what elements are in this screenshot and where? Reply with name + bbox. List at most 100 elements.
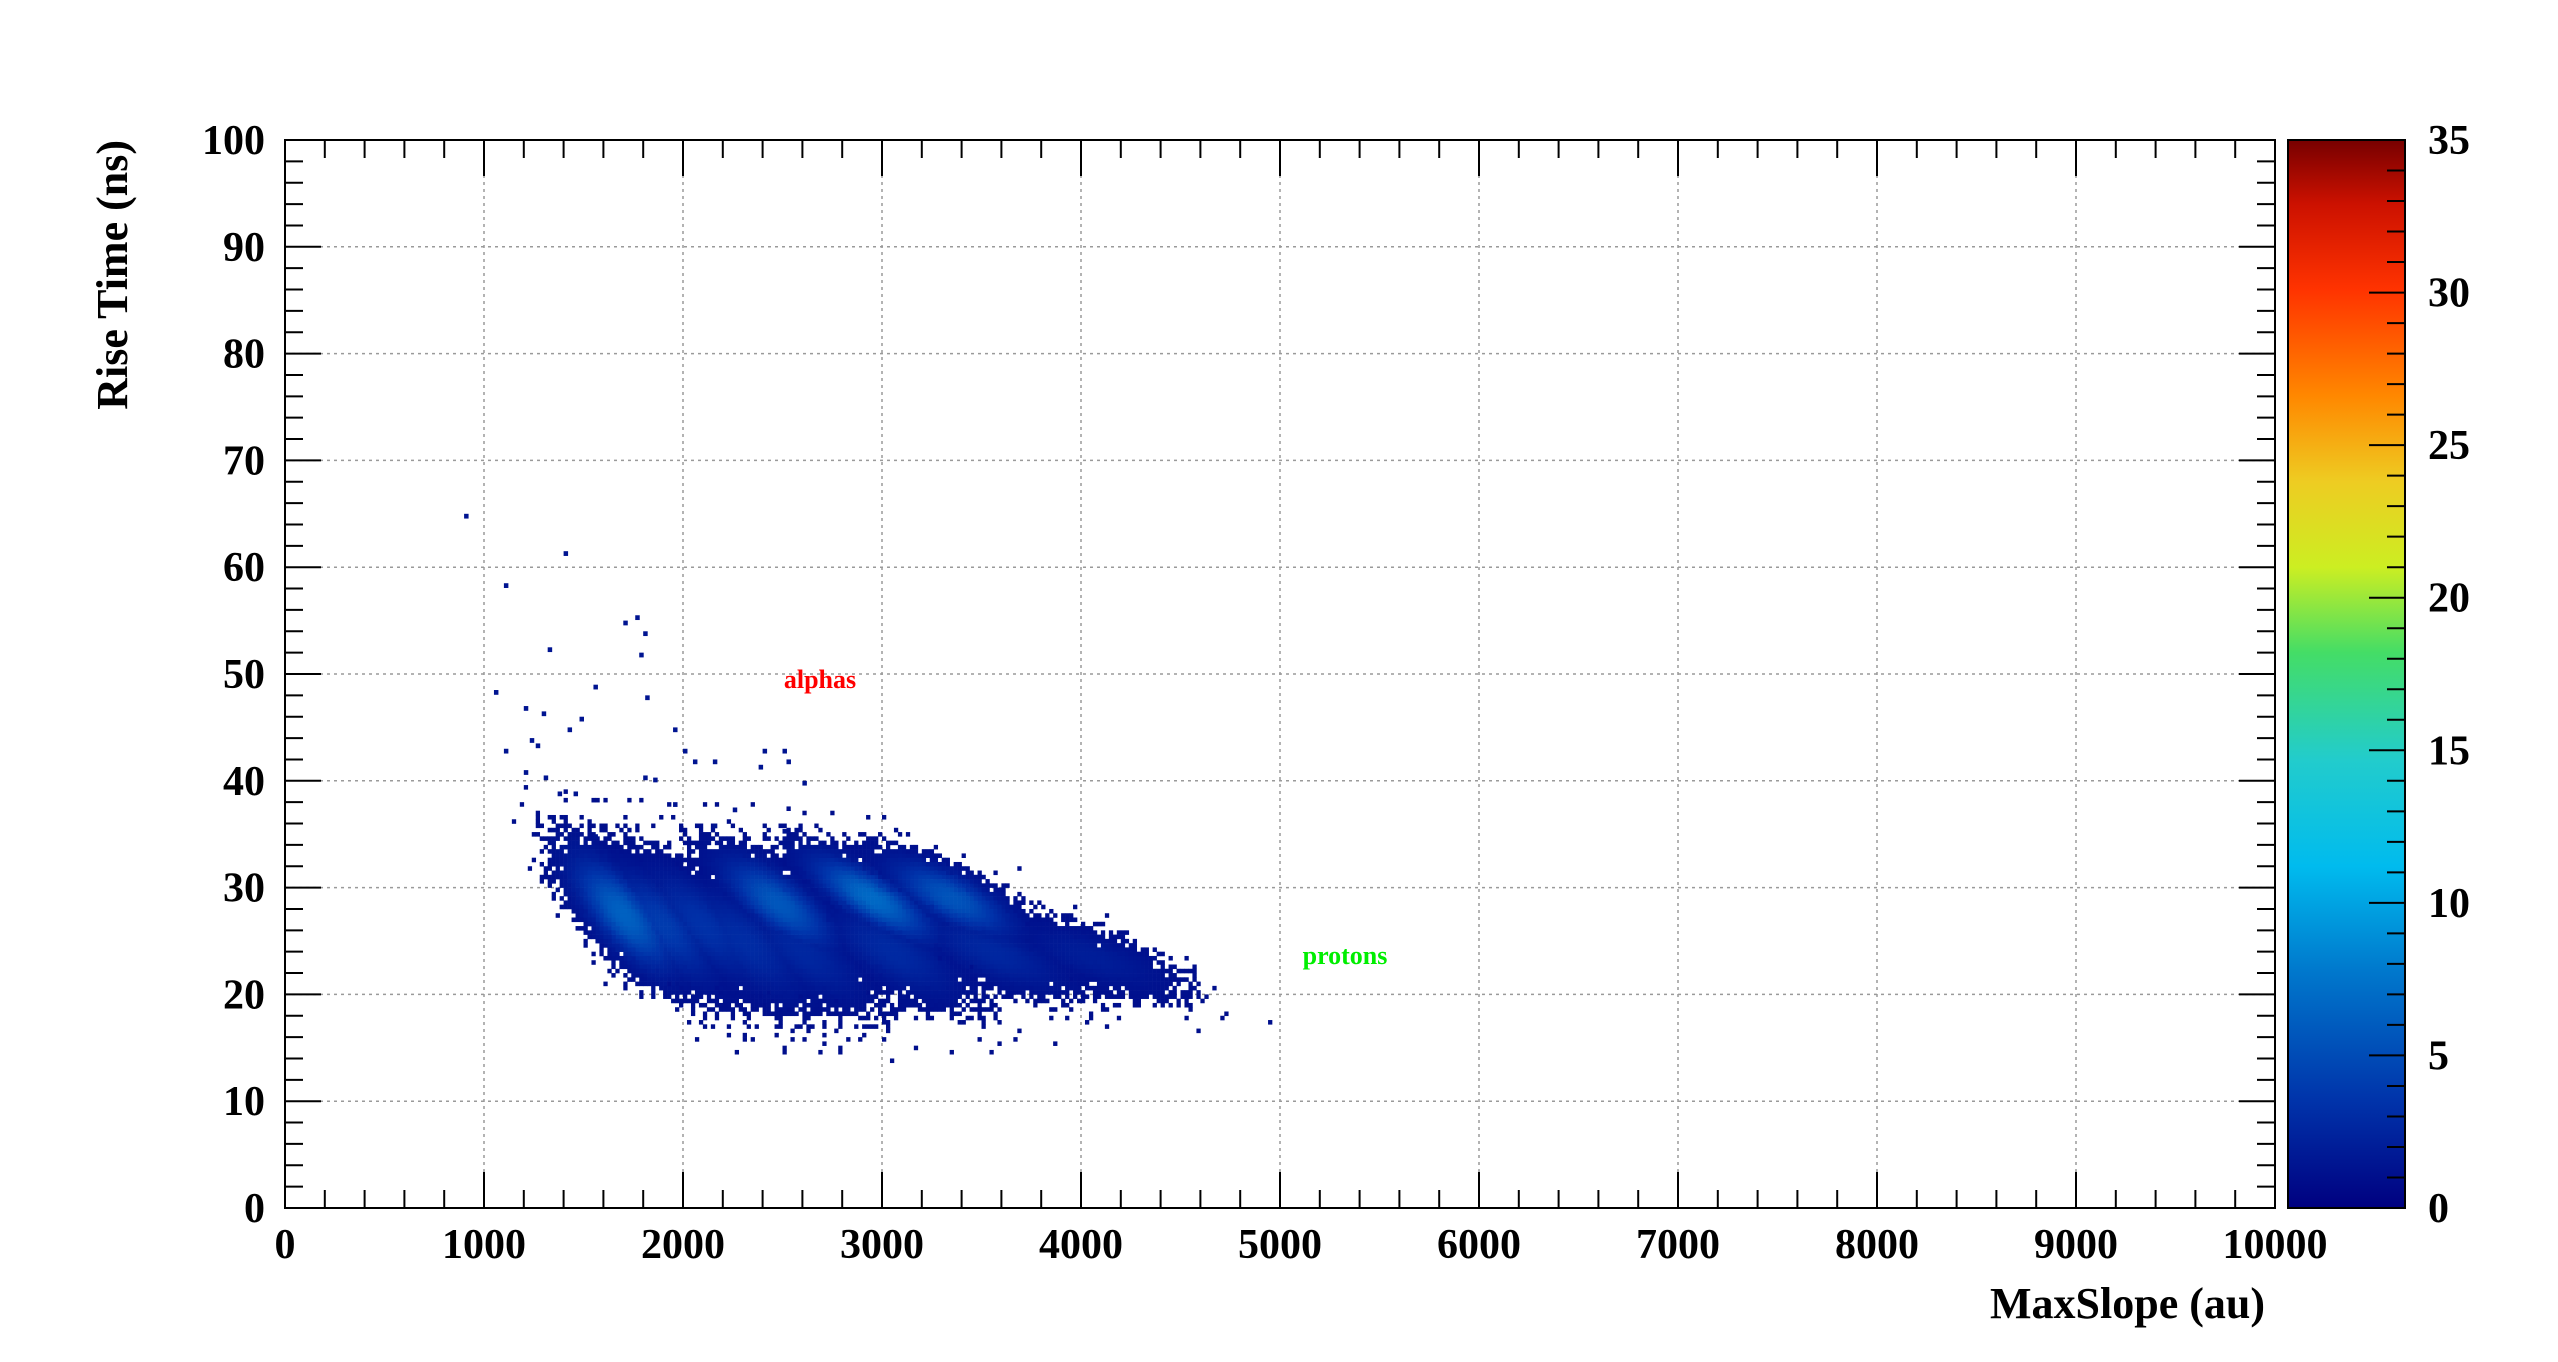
heatmap-cell: [1172, 973, 1177, 978]
heatmap-cell: [866, 951, 871, 957]
heatmap-cell: [782, 887, 787, 893]
heatmap-cell: [798, 938, 803, 944]
heatmap-cell: [969, 938, 974, 944]
heatmap-cell: [953, 908, 958, 914]
heatmap-cell: [750, 879, 755, 884]
heatmap-cell: [949, 917, 954, 923]
heatmap-cell: [794, 968, 799, 974]
heatmap-cell: [794, 874, 799, 880]
heatmap-cell: [1108, 994, 1114, 999]
heatmap-cell: [762, 926, 767, 931]
heatmap-cell: [623, 891, 628, 897]
heatmap-cell: [1037, 934, 1042, 940]
heatmap-cell: [1116, 960, 1122, 965]
heatmap-cell: [921, 870, 927, 876]
heatmap-cell: [989, 926, 994, 931]
heatmap-cell: [798, 879, 803, 884]
heatmap-cell: [730, 985, 736, 991]
heatmap-cell: [941, 917, 946, 923]
heatmap-cell: [973, 930, 978, 935]
heatmap-cell: [679, 930, 684, 935]
heatmap-cell: [925, 938, 931, 944]
heatmap-cell: [870, 883, 875, 888]
heatmap-cell: [651, 887, 656, 893]
heatmap-cell: [579, 861, 584, 867]
heatmap-cell: [810, 960, 815, 965]
heatmap-cell: [702, 891, 708, 897]
heatmap-cell: [1140, 951, 1145, 957]
heatmap-cell: [738, 857, 743, 863]
heatmap-cell: [830, 943, 835, 948]
heatmap-cell: [913, 908, 919, 914]
heatmap-cell: [1092, 934, 1098, 940]
heatmap-cell: [778, 913, 783, 918]
heatmap-cell: [647, 964, 652, 970]
heatmap-cell: [933, 990, 939, 995]
heatmap-cell: [659, 921, 664, 927]
heatmap-cell: [1009, 968, 1014, 974]
heatmap-cell: [830, 1002, 835, 1008]
heatmap-cell: [945, 1002, 950, 1008]
heatmap-cell: [1073, 930, 1078, 935]
heatmap-cell: [1005, 896, 1010, 901]
heatmap-cell: [742, 930, 747, 935]
heatmap-cell: [575, 904, 580, 910]
heatmap-cell: [690, 913, 696, 918]
heatmap-cell: [643, 866, 648, 871]
heatmap-cell: [941, 990, 946, 995]
heatmap-cell: [933, 985, 939, 991]
heatmap-cell: [694, 926, 700, 931]
heatmap-cell: [794, 973, 799, 978]
heatmap-cell: [758, 849, 763, 854]
heatmap-cell: [786, 990, 791, 995]
heatmap-cell: [679, 998, 684, 1004]
heatmap-cell: [981, 913, 986, 918]
heatmap-cell: [1005, 926, 1010, 931]
heatmap-cell: [1132, 955, 1138, 961]
heatmap-cell: [663, 866, 668, 871]
heatmap-cell: [547, 861, 552, 867]
heatmap-cell: [794, 853, 799, 858]
heatmap-cell: [686, 951, 692, 957]
heatmap-cell: [1045, 960, 1050, 965]
heatmap-cell: [698, 853, 704, 858]
heatmap-cell: [595, 904, 600, 910]
heatmap-cell: [762, 917, 767, 923]
heatmap-cell: [989, 985, 994, 991]
heatmap-cell: [838, 904, 843, 910]
heatmap-cell: [535, 823, 541, 829]
heatmap-cell: [818, 887, 823, 893]
heatmap-cell: [866, 904, 871, 910]
heatmap-cell: [977, 981, 982, 987]
heatmap-cell: [1061, 930, 1066, 935]
heatmap-cell: [1160, 973, 1165, 978]
heatmap-cell: [1029, 930, 1034, 935]
heatmap-cell: [973, 938, 978, 944]
heatmap-cell: [742, 874, 747, 880]
heatmap-cell: [846, 883, 851, 888]
heatmap-cell: [1041, 951, 1046, 957]
heatmap-cell: [599, 853, 604, 858]
heatmap-cell: [885, 990, 891, 995]
heatmap-cell: [838, 947, 843, 952]
heatmap-cell: [1168, 964, 1173, 970]
heatmap-cell: [1033, 973, 1038, 978]
heatmap-cell: [627, 827, 632, 833]
heatmap-cell: [762, 900, 767, 905]
heatmap-cell: [754, 1002, 759, 1008]
heatmap-cell: [870, 900, 875, 905]
heatmap-cell: [774, 955, 779, 961]
heatmap-cell: [790, 1028, 795, 1034]
heatmap-cell: [941, 900, 946, 905]
heatmap-cell: [878, 981, 883, 987]
heatmap-cell: [838, 1015, 843, 1021]
heatmap-cell: [643, 960, 648, 965]
heatmap-cell: [1041, 960, 1046, 965]
heatmap-cell: [547, 814, 552, 820]
heatmap-cell: [551, 819, 556, 824]
heatmap-cell: [882, 874, 887, 880]
heatmap-cell: [675, 883, 680, 888]
heatmap-cell: [798, 947, 803, 952]
heatmap-cell: [1041, 968, 1046, 974]
heatmap-cell: [694, 896, 700, 901]
